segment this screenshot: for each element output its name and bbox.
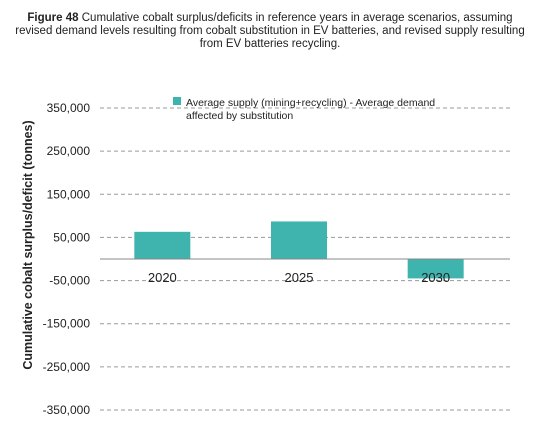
y-tick-label: 50,000 [53,230,90,244]
category-label: 2030 [421,270,450,285]
legend-swatch [173,97,181,105]
legend-label: Average supply (mining+recycling) - Aver… [186,97,435,109]
figure-caption: Figure 48 Cumulative cobalt surplus/defi… [8,12,532,51]
y-tick-label: -250,000 [43,360,91,374]
y-tick-label: 350,000 [47,101,91,115]
bar [271,221,327,259]
y-tick-label: -50,000 [49,274,90,288]
y-tick-label: 150,000 [47,187,91,201]
bar [134,231,191,259]
caption-text: Cumulative cobalt surplus/deficits in re… [15,12,525,50]
bar [407,259,464,279]
category-label: 2025 [285,270,314,285]
bars [134,221,464,279]
y-axis-label: Cumulative cobalt surplus/deficit (tonne… [21,120,35,369]
category-label: 2020 [148,270,177,285]
legend: Average supply (mining+recycling) - Aver… [173,97,435,122]
legend-label: affected by substitution [186,110,293,122]
y-tick-label: -150,000 [43,317,91,331]
y-tick-label: -350,000 [43,403,91,417]
category-labels: 2020 2025 2030 [148,270,450,285]
figure-label: Figure 48 [27,12,79,24]
y-tick-label: 250,000 [47,144,91,158]
y-axis-ticks: 350,000 250,000 150,000 50,000 -50,000 -150,0… [43,101,91,417]
